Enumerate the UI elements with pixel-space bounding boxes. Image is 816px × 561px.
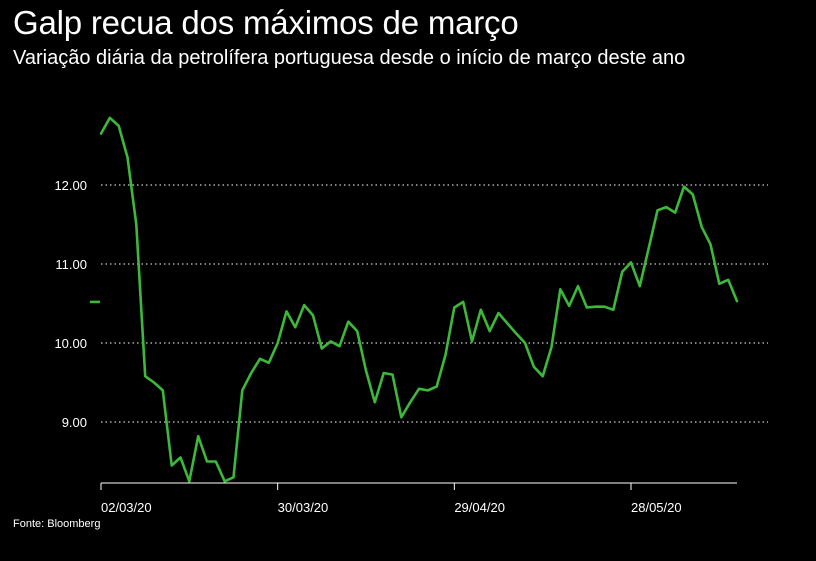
gridlines bbox=[101, 184, 768, 423]
x-tick-label: 02/03/20 bbox=[101, 500, 152, 515]
source-note: Fonte: Bloomberg bbox=[13, 518, 101, 530]
axes bbox=[100, 482, 737, 490]
y-tick-label: 12.00 bbox=[54, 178, 87, 193]
x-tick-label: 28/05/20 bbox=[631, 500, 682, 515]
series-layer bbox=[90, 116, 739, 483]
y-tick-label: 9.00 bbox=[62, 415, 87, 430]
tick-labels: 9.00 10.00 11.00 12.00 02/03/20 30/03/20 29/04… bbox=[54, 178, 681, 515]
chart-title: Galp recua dos máximos de março bbox=[13, 4, 519, 41]
chart-subtitle: Variação diária da petrolífera portugues… bbox=[13, 47, 686, 69]
y-tick-label: 10.00 bbox=[54, 336, 87, 351]
x-tick-label: 29/04/20 bbox=[454, 500, 505, 515]
x-tick-label: 30/03/20 bbox=[278, 500, 329, 515]
price-line bbox=[99, 116, 739, 483]
y-tick-label: 11.00 bbox=[55, 257, 87, 272]
